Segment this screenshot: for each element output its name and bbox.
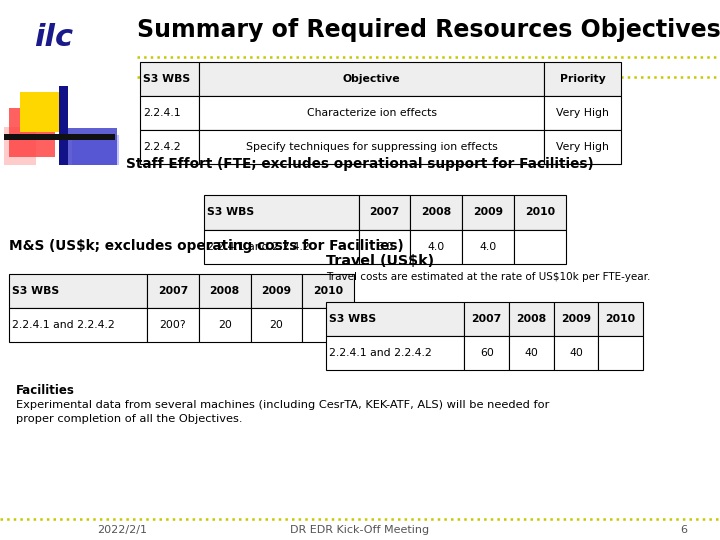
Text: 2008: 2008 [516, 314, 546, 325]
Bar [544, 62, 621, 96]
Bar [410, 230, 462, 264]
Bar [59, 86, 68, 165]
Bar [410, 195, 462, 230]
Text: 2007: 2007 [472, 314, 502, 325]
Bar [72, 135, 119, 165]
Bar [9, 274, 147, 308]
Text: 2009: 2009 [561, 314, 591, 325]
Text: 2007: 2007 [158, 286, 188, 296]
Text: 2010: 2010 [313, 286, 343, 296]
Bar [199, 274, 251, 308]
Bar [140, 62, 199, 96]
Bar [140, 96, 199, 130]
Text: DR EDR Kick-Off Meeting: DR EDR Kick-Off Meeting [290, 525, 430, 535]
Text: 2008: 2008 [421, 207, 451, 218]
Text: Specify techniques for suppressing ion effects: Specify techniques for suppressing ion e… [246, 142, 498, 152]
Text: ilc: ilc [35, 23, 73, 52]
Bar [462, 230, 514, 264]
Bar [554, 302, 598, 336]
Text: 40: 40 [569, 348, 583, 359]
Bar [544, 130, 621, 164]
Bar [359, 195, 410, 230]
Bar [598, 302, 643, 336]
Bar [514, 230, 566, 264]
Bar [326, 336, 464, 370]
Bar [204, 195, 359, 230]
Text: S3 WBS: S3 WBS [207, 207, 253, 218]
Bar [359, 230, 410, 264]
Text: Travel (US$k): Travel (US$k) [326, 254, 434, 268]
Text: proper completion of all the Objectives.: proper completion of all the Objectives. [16, 414, 243, 424]
Bar [140, 130, 199, 164]
Bar [509, 336, 554, 370]
Bar [63, 128, 117, 165]
Bar [598, 336, 643, 370]
Text: 60: 60 [480, 348, 494, 359]
Bar [147, 308, 199, 342]
Bar [464, 302, 509, 336]
Text: S3 WBS: S3 WBS [12, 286, 58, 296]
Text: S3 WBS: S3 WBS [329, 314, 376, 325]
Text: 2.2.4.1 and 2.2.4.2: 2.2.4.1 and 2.2.4.2 [207, 241, 310, 252]
Text: 2009: 2009 [473, 207, 503, 218]
Text: 2010: 2010 [525, 207, 555, 218]
Text: S3 WBS: S3 WBS [143, 74, 190, 84]
Bar [199, 308, 251, 342]
Text: Summary of Required Resources Objectives: Summary of Required Resources Objectives [137, 18, 720, 42]
Bar [199, 62, 544, 96]
Text: Very High: Very High [556, 108, 609, 118]
Bar [509, 302, 554, 336]
Text: 4.0: 4.0 [428, 241, 445, 252]
Text: 2.2.4.1 and 2.2.4.2: 2.2.4.1 and 2.2.4.2 [12, 320, 114, 330]
Text: 4.0: 4.0 [480, 241, 497, 252]
Bar [302, 308, 354, 342]
Bar [251, 274, 302, 308]
Text: 2010: 2010 [606, 314, 636, 325]
Text: 20: 20 [217, 320, 232, 330]
Text: Priority: Priority [559, 74, 606, 84]
Bar [514, 195, 566, 230]
Text: 200?: 200? [160, 320, 186, 330]
Bar [462, 195, 514, 230]
Text: 2008: 2008 [210, 286, 240, 296]
Bar [251, 308, 302, 342]
Text: 2007: 2007 [369, 207, 400, 218]
Bar [4, 127, 36, 165]
Bar [9, 108, 55, 157]
Bar [554, 336, 598, 370]
Text: 2009: 2009 [261, 286, 292, 296]
Text: Characterize ion effects: Characterize ion effects [307, 108, 436, 118]
Bar [204, 230, 359, 264]
Bar [4, 134, 115, 140]
Text: Experimental data from several machines (including CesrTA, KEK-ATF, ALS) will be: Experimental data from several machines … [16, 400, 549, 410]
Bar [20, 92, 62, 132]
Bar [302, 274, 354, 308]
Text: Travel costs are estimated at the rate of US$10k per FTE-year.: Travel costs are estimated at the rate o… [326, 272, 651, 282]
Bar [9, 308, 147, 342]
Text: 6: 6 [680, 525, 688, 535]
Text: 2.2.4.1: 2.2.4.1 [143, 108, 181, 118]
Text: 6.0: 6.0 [376, 241, 393, 252]
Text: 2022/2/1: 2022/2/1 [97, 525, 148, 535]
Bar [464, 336, 509, 370]
Text: 2.2.4.1 and 2.2.4.2: 2.2.4.1 and 2.2.4.2 [329, 348, 432, 359]
Bar [544, 96, 621, 130]
Bar [199, 96, 544, 130]
Bar [199, 130, 544, 164]
Text: Very High: Very High [556, 142, 609, 152]
Text: 20: 20 [269, 320, 284, 330]
Text: M&S (US$k; excludes operating costs for Facilities): M&S (US$k; excludes operating costs for … [9, 239, 403, 253]
Text: Objective: Objective [343, 74, 400, 84]
Text: Staff Effort (FTE; excludes operational support for Facilities): Staff Effort (FTE; excludes operational … [126, 157, 594, 171]
Text: Facilities: Facilities [16, 384, 75, 397]
Bar [326, 302, 464, 336]
Text: 40: 40 [524, 348, 539, 359]
Bar [147, 274, 199, 308]
Text: 2.2.4.2: 2.2.4.2 [143, 142, 181, 152]
